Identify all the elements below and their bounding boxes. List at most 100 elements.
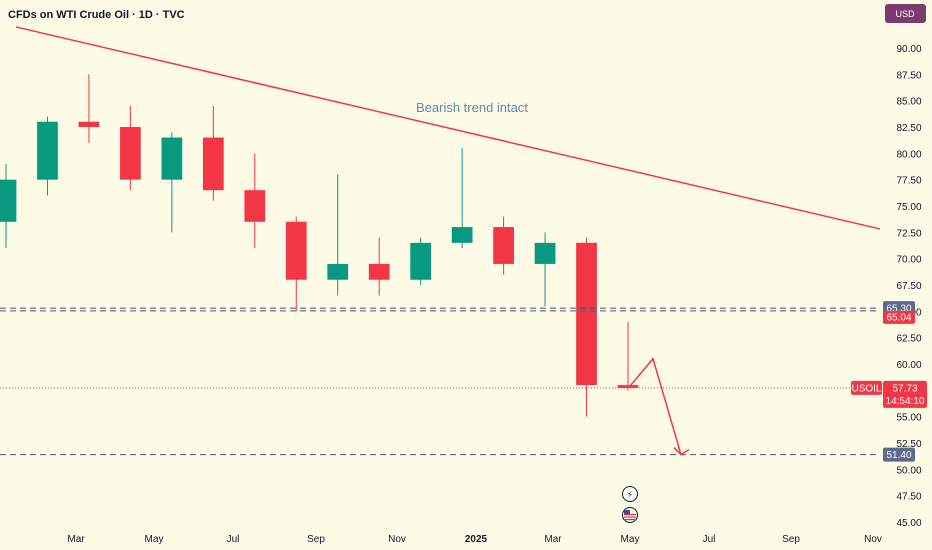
y-tick-label: 60.00 <box>896 360 921 371</box>
candle <box>285 216 307 312</box>
y-axis-background <box>880 30 932 550</box>
candle <box>120 105 141 191</box>
candle-body <box>285 221 307 280</box>
price-tag-51-40-bg <box>883 447 915 462</box>
annotation-bearish-trend: Bearish trend intact <box>416 100 528 115</box>
flag-stripe <box>624 519 636 521</box>
currency-button[interactable]: USD <box>885 4 926 23</box>
x-tick-label: Mar <box>67 534 85 545</box>
currency-button-label[interactable]: USD <box>895 9 915 19</box>
candle-body <box>202 137 224 191</box>
x-tick-label: Mar <box>544 534 562 545</box>
y-tick-label: 47.50 <box>896 492 921 503</box>
y-tick-label: 70.00 <box>896 255 921 266</box>
candle-body <box>37 121 58 180</box>
us-flag-icon[interactable] <box>622 507 638 523</box>
event-icons-layer: ⚡ <box>622 486 638 523</box>
x-tick-label: May <box>621 534 640 545</box>
candle <box>576 237 597 417</box>
lightning-icon[interactable]: ⚡ <box>622 486 638 502</box>
candles-layer <box>0 74 639 417</box>
y-tick-label: 87.50 <box>896 70 921 81</box>
x-tick-label: Sep <box>782 534 800 545</box>
price-tag-65-04: 65.04 <box>883 310 915 324</box>
candle <box>37 116 58 196</box>
candle-body <box>0 179 17 222</box>
y-tick-label: 85.00 <box>896 97 921 108</box>
annotation-layer: Bearish trend intact <box>416 100 528 115</box>
candle <box>244 153 266 249</box>
trend-layer <box>15 26 882 456</box>
y-tick-label: 90.00 <box>896 44 921 55</box>
candle <box>493 216 514 275</box>
x-tick-label: May <box>145 534 164 545</box>
y-tick-label: 77.50 <box>896 176 921 187</box>
y-tick-label: 52.50 <box>896 439 921 450</box>
currency-button-bg[interactable] <box>885 4 926 23</box>
levels-layer <box>0 307 880 456</box>
price-tag-65-04-bg <box>883 310 915 324</box>
bearish-trendline[interactable] <box>15 26 882 230</box>
price-tag-65-04-label: 65.04 <box>886 312 911 323</box>
candle-body <box>493 227 514 264</box>
y-tick-label: 80.00 <box>896 149 921 160</box>
candle-body <box>451 227 473 243</box>
chart-title: CFDs on WTI Crude Oil · 1D · TVC <box>8 9 185 21</box>
flag-canton <box>624 510 630 514</box>
price-tag-51-40: 51.40 <box>883 447 915 462</box>
candle <box>617 321 639 391</box>
current-price-tag-bg <box>883 380 927 408</box>
candle-body <box>327 263 349 280</box>
y-tick-label: 55.00 <box>896 413 921 424</box>
projection-arrowhead <box>673 447 690 456</box>
candle-body <box>161 137 183 180</box>
candle <box>78 74 100 143</box>
y-tick-label: 45.00 <box>896 518 921 529</box>
symbol-tag-bg <box>851 380 882 395</box>
candle <box>202 105 224 201</box>
y-tick-label: 72.50 <box>896 228 921 239</box>
price-tag-65-30-label: 65.30 <box>886 304 911 315</box>
x-tick-label: 2025 <box>465 534 488 545</box>
x-tick-label: Nov <box>864 534 882 545</box>
x-tick-label: Jul <box>227 534 240 545</box>
bar-countdown: 14:54:10 <box>886 396 925 407</box>
x-tick-label: Jul <box>703 534 716 545</box>
x-axis[interactable]: Mar May Jul Sep Nov 2025 Mar May Jul Sep Nov <box>67 534 882 545</box>
y-tick-label: 82.50 <box>896 123 921 134</box>
x-tick-label: Sep <box>307 534 325 545</box>
candle-body <box>534 242 556 264</box>
candle-body <box>576 242 597 386</box>
candle-body <box>368 263 390 280</box>
x-tick-label: Nov <box>388 534 406 545</box>
candle <box>410 237 432 285</box>
flag-stripe <box>624 516 636 518</box>
lightning-icon-circle[interactable] <box>622 486 638 502</box>
candle <box>327 174 349 296</box>
candle-body <box>617 385 639 388</box>
candle <box>451 148 473 249</box>
y-tick-label: 67.50 <box>896 281 921 292</box>
current-price-value: 57.73 <box>892 383 917 394</box>
symbol-tag-label: USOIL <box>851 383 881 394</box>
y-tick-label: 75.00 <box>896 202 921 213</box>
candle <box>534 232 556 307</box>
flag-stripe <box>624 514 636 516</box>
candle-body <box>244 190 266 222</box>
price-tag-51-40-label: 51.40 <box>886 450 911 461</box>
y-tick-label: 50.00 <box>896 465 921 476</box>
projection-path[interactable] <box>628 357 682 455</box>
lightning-icon-glyph: ⚡ <box>627 491 633 501</box>
candle-body <box>78 121 100 127</box>
y-tick-label: 62.50 <box>896 334 921 345</box>
y-axis[interactable]: 45.0047.5050.0052.5055.0057.5060.0062.50… <box>880 30 932 550</box>
candle-body <box>120 127 141 180</box>
candle-body <box>410 242 432 280</box>
current-price-tag: USOIL 57.73 14:54:10 <box>851 380 927 408</box>
candle <box>368 237 390 296</box>
candle <box>0 163 17 249</box>
